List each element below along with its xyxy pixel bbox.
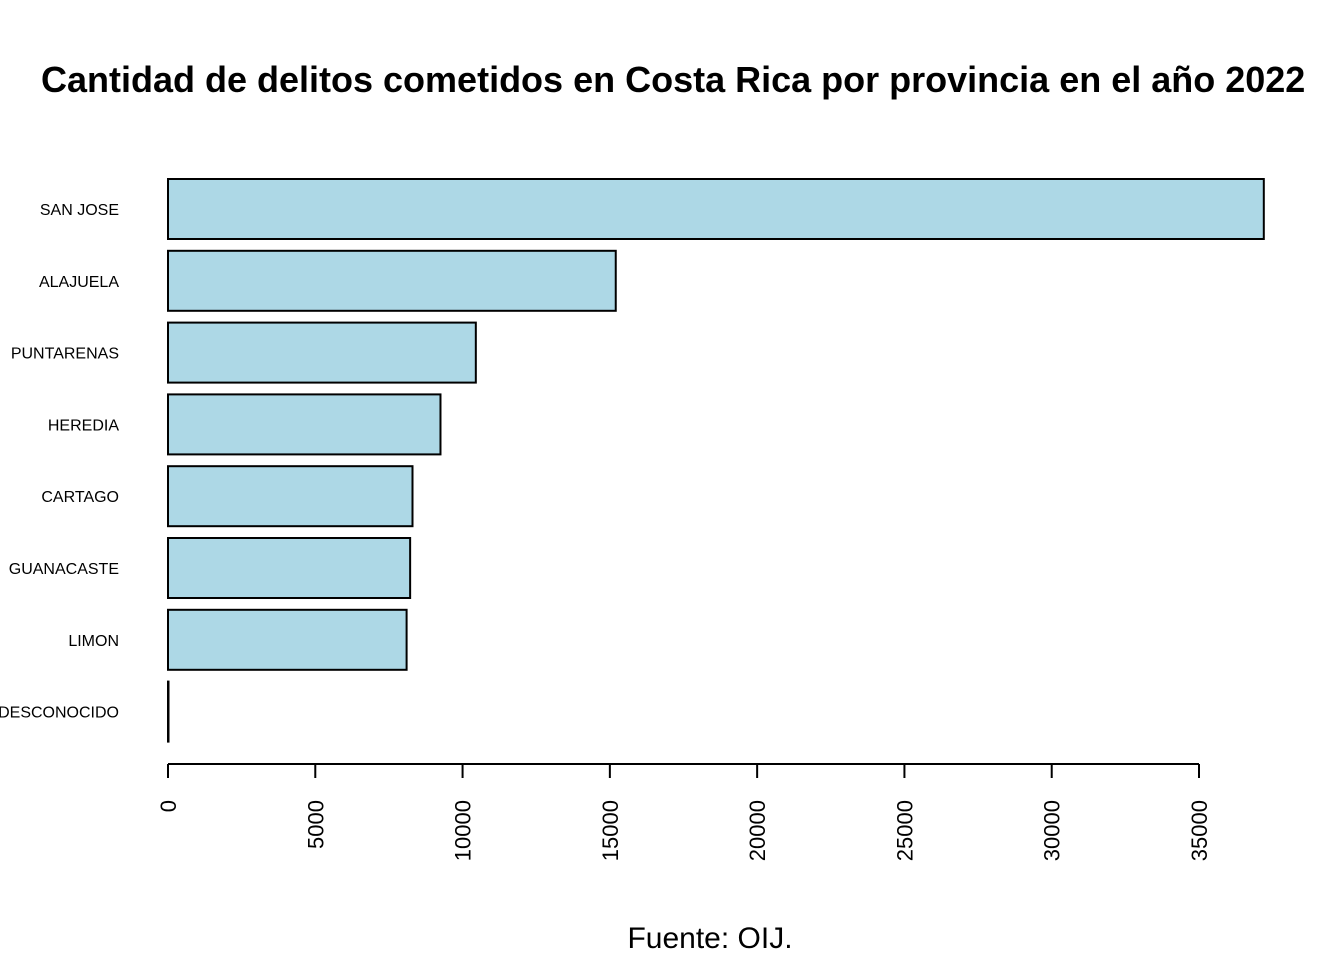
bar	[167, 465, 414, 528]
category-label: DESCONOCIDO	[0, 705, 119, 722]
category-label: SAN JOSE	[40, 202, 119, 219]
x-tick-label: 30000	[1040, 800, 1065, 861]
x-tick-label: 20000	[745, 800, 770, 861]
x-tick-label: 0	[156, 800, 181, 812]
bar	[167, 249, 617, 312]
chart-title: Cantidad de delitos cometidos en Costa R…	[41, 59, 1305, 100]
category-label: CARTAGO	[41, 489, 119, 506]
bar	[167, 393, 442, 456]
category-labels: SAN JOSE ALAJUELA PUNTARENAS HEREDIA CARTAGO…	[0, 202, 119, 722]
bar	[167, 178, 1265, 240]
category-label: ALAJUELA	[39, 274, 119, 291]
x-tick-label: 5000	[303, 800, 328, 849]
category-label: GUANACASTE	[9, 561, 119, 578]
category-label: HEREDIA	[48, 417, 119, 434]
x-tick-label: 25000	[892, 800, 917, 861]
category-label: LIMON	[68, 633, 119, 650]
category-label: PUNTARENAS	[11, 346, 119, 363]
x-tick-label: 35000	[1187, 800, 1212, 861]
bar	[167, 680, 170, 743]
chart-caption: Fuente: OIJ.	[627, 922, 792, 955]
x-tick-label: 10000	[451, 800, 476, 861]
bar	[167, 608, 408, 671]
x-axis: 0 5000 10000 15000 20000 25000 30000 35000	[156, 763, 1212, 861]
bar	[167, 537, 412, 599]
x-tick-label: 15000	[598, 800, 623, 861]
bars-group	[167, 178, 1265, 743]
bar	[167, 321, 477, 384]
